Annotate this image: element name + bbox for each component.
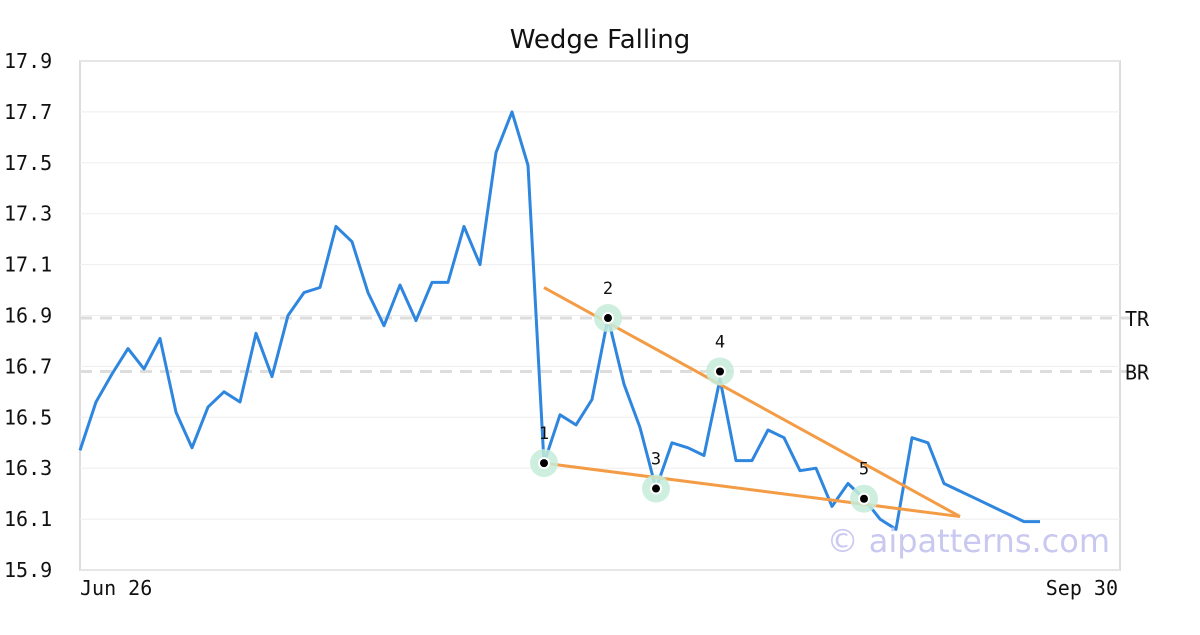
level-label-br: BR (1125, 360, 1150, 384)
pivot-label: 5 (859, 460, 869, 480)
grid-layer (80, 60, 1120, 571)
y-tick-label: 16.9 (4, 304, 52, 328)
pivot-label: 3 (651, 450, 661, 470)
y-tick-label: 17.7 (4, 100, 52, 124)
price-line (78, 110, 1040, 531)
level-label-tr: TR (1125, 307, 1150, 331)
y-tick-label: 17.3 (4, 202, 52, 226)
watermark: © aipatterns.com (827, 522, 1110, 560)
pivot-layer: 1 2 3 4 5 (530, 279, 878, 513)
x-tick-label-end: Sep 30 (1046, 576, 1118, 600)
y-tick-label: 16.3 (4, 456, 52, 480)
level-layer: TR BR (80, 307, 1150, 384)
pivot-label: 4 (715, 332, 725, 352)
y-tick-label: 17.9 (4, 49, 52, 73)
pivot-point (604, 314, 612, 323)
pivot-point (652, 484, 660, 493)
y-tick-label: 16.7 (4, 354, 52, 378)
trendline-bottom (543, 461, 961, 519)
y-tick-label: 16.1 (4, 507, 52, 531)
pivot-label: 1 (539, 424, 549, 444)
pivot-point (716, 367, 724, 376)
pivot-point (540, 459, 548, 468)
y-tick-label: 17.5 (4, 151, 52, 175)
y-axis: 15.9 16.1 16.3 16.5 16.7 16.9 17.1 17.3 17.5 17.7… (4, 49, 52, 582)
y-tick-label: 16.5 (4, 405, 52, 429)
x-tick-label-start: Jun 26 (80, 576, 152, 600)
chart-title: Wedge Falling (510, 25, 691, 55)
y-tick-label: 15.9 (4, 558, 52, 582)
series-layer (78, 110, 1040, 531)
pivot-label: 2 (603, 279, 613, 299)
y-tick-label: 17.1 (4, 253, 52, 277)
pivot-point (860, 494, 868, 503)
